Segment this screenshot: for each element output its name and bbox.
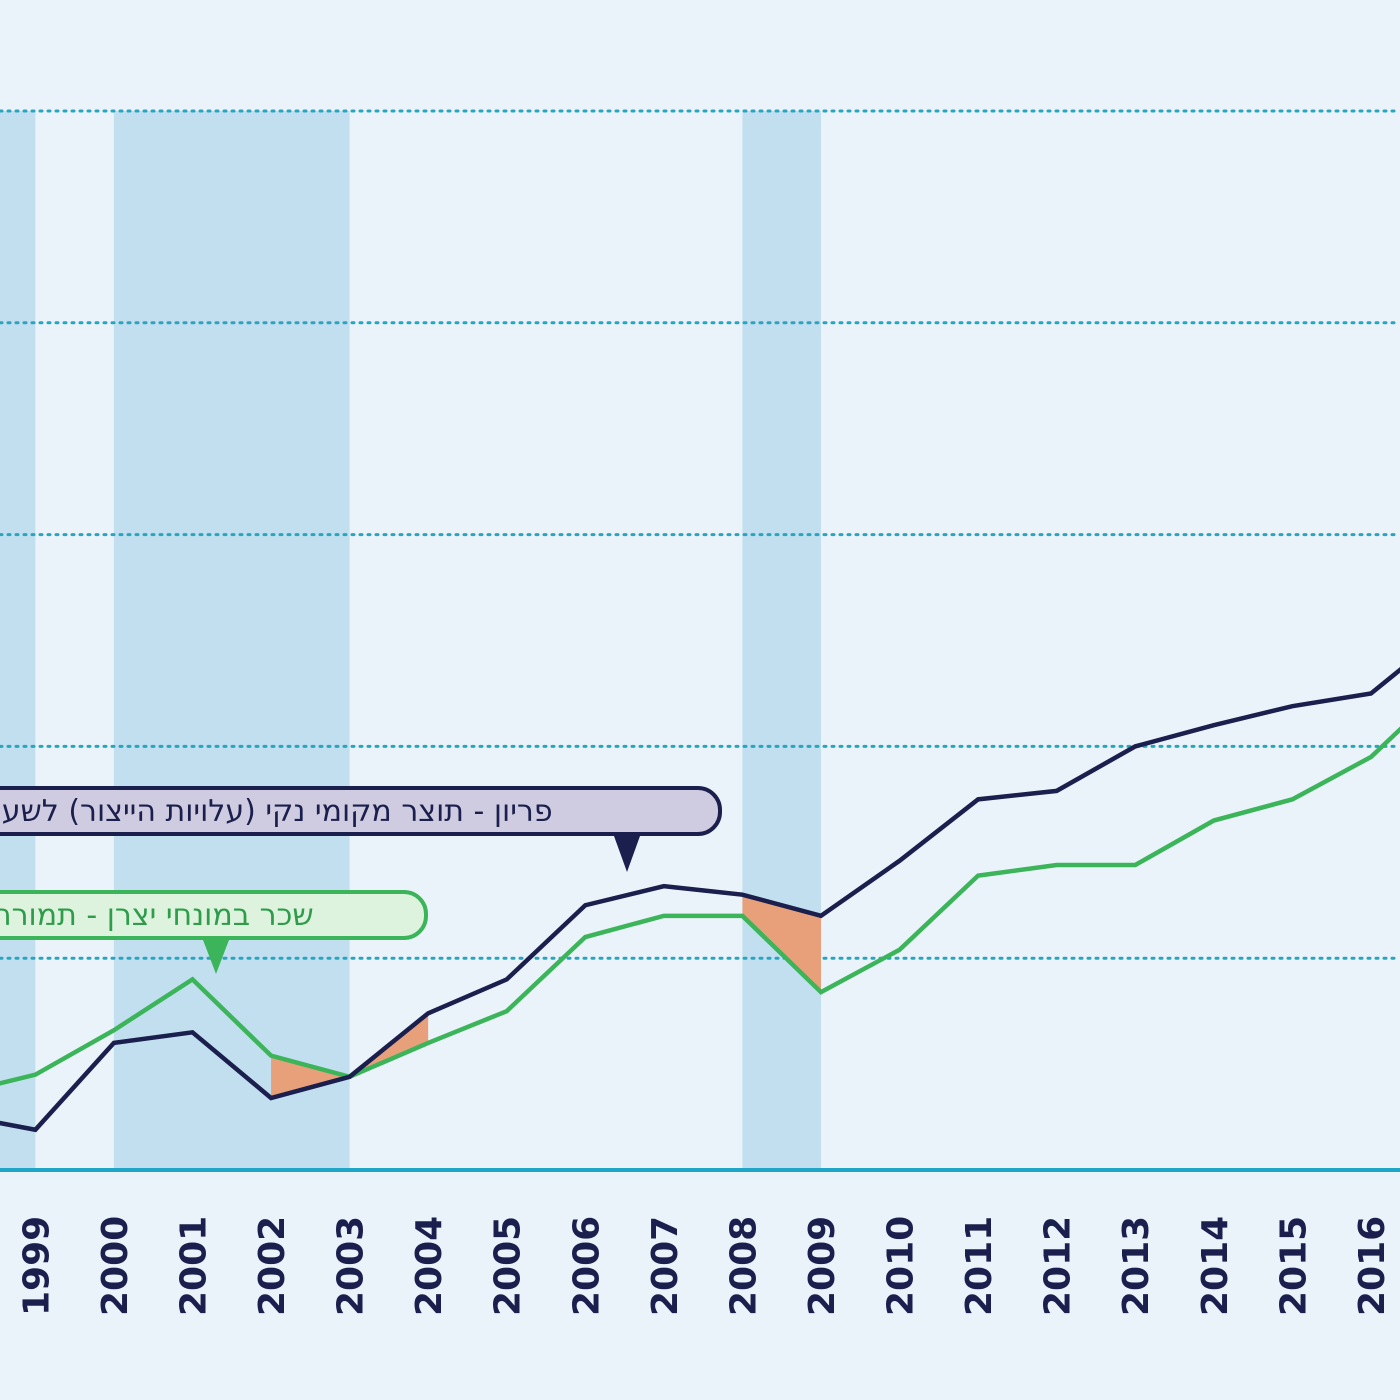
series-wage-line [0,726,1400,1086]
x-tick-label: 2001 [173,1216,214,1316]
x-tick-label: 2013 [1116,1216,1157,1316]
gap-highlight [271,1055,350,1098]
x-tick-label: 2003 [331,1216,372,1316]
x-tick-label: 2000 [95,1216,136,1316]
x-tick-label: 2012 [1038,1216,1079,1316]
series-productivity-line [0,667,1400,1133]
x-tick-label: 2007 [645,1216,686,1316]
x-tick-label: 2004 [409,1216,450,1316]
legend-productivity-label: פריון - תוצר מקומי נקי (עלויות הייצור) ל… [0,793,553,829]
legend-productivity-callout: פריון - תוצר מקומי נקי (עלויות הייצור) ל… [0,786,722,836]
x-tick-label: 2014 [1195,1216,1236,1316]
shaded-period-band [113,111,350,1170]
legend-productivity-pointer [614,836,640,872]
x-tick-label: 2010 [881,1216,922,1316]
x-tick-label: 2006 [566,1216,607,1316]
x-tick-label: 2002 [252,1216,293,1316]
x-tick-label: 2008 [723,1216,764,1316]
shaded-period-band [742,111,821,1170]
x-tick-label: 2016 [1352,1216,1393,1316]
x-tick-label: 2011 [959,1216,1000,1316]
x-tick-label: 2005 [488,1216,529,1316]
legend-wage-label: שכר במונחי יצרן - תמורה [0,897,314,933]
x-tick-label: 2015 [1273,1216,1314,1316]
shaded-period-band [0,111,36,1170]
legend-wage-callout: שכר במונחי יצרן - תמורה [0,890,428,940]
x-tick-label: 1999 [16,1216,57,1316]
legend-wage-pointer [203,940,229,974]
gap-highlight [742,894,821,993]
x-tick-label: 2009 [802,1216,843,1316]
